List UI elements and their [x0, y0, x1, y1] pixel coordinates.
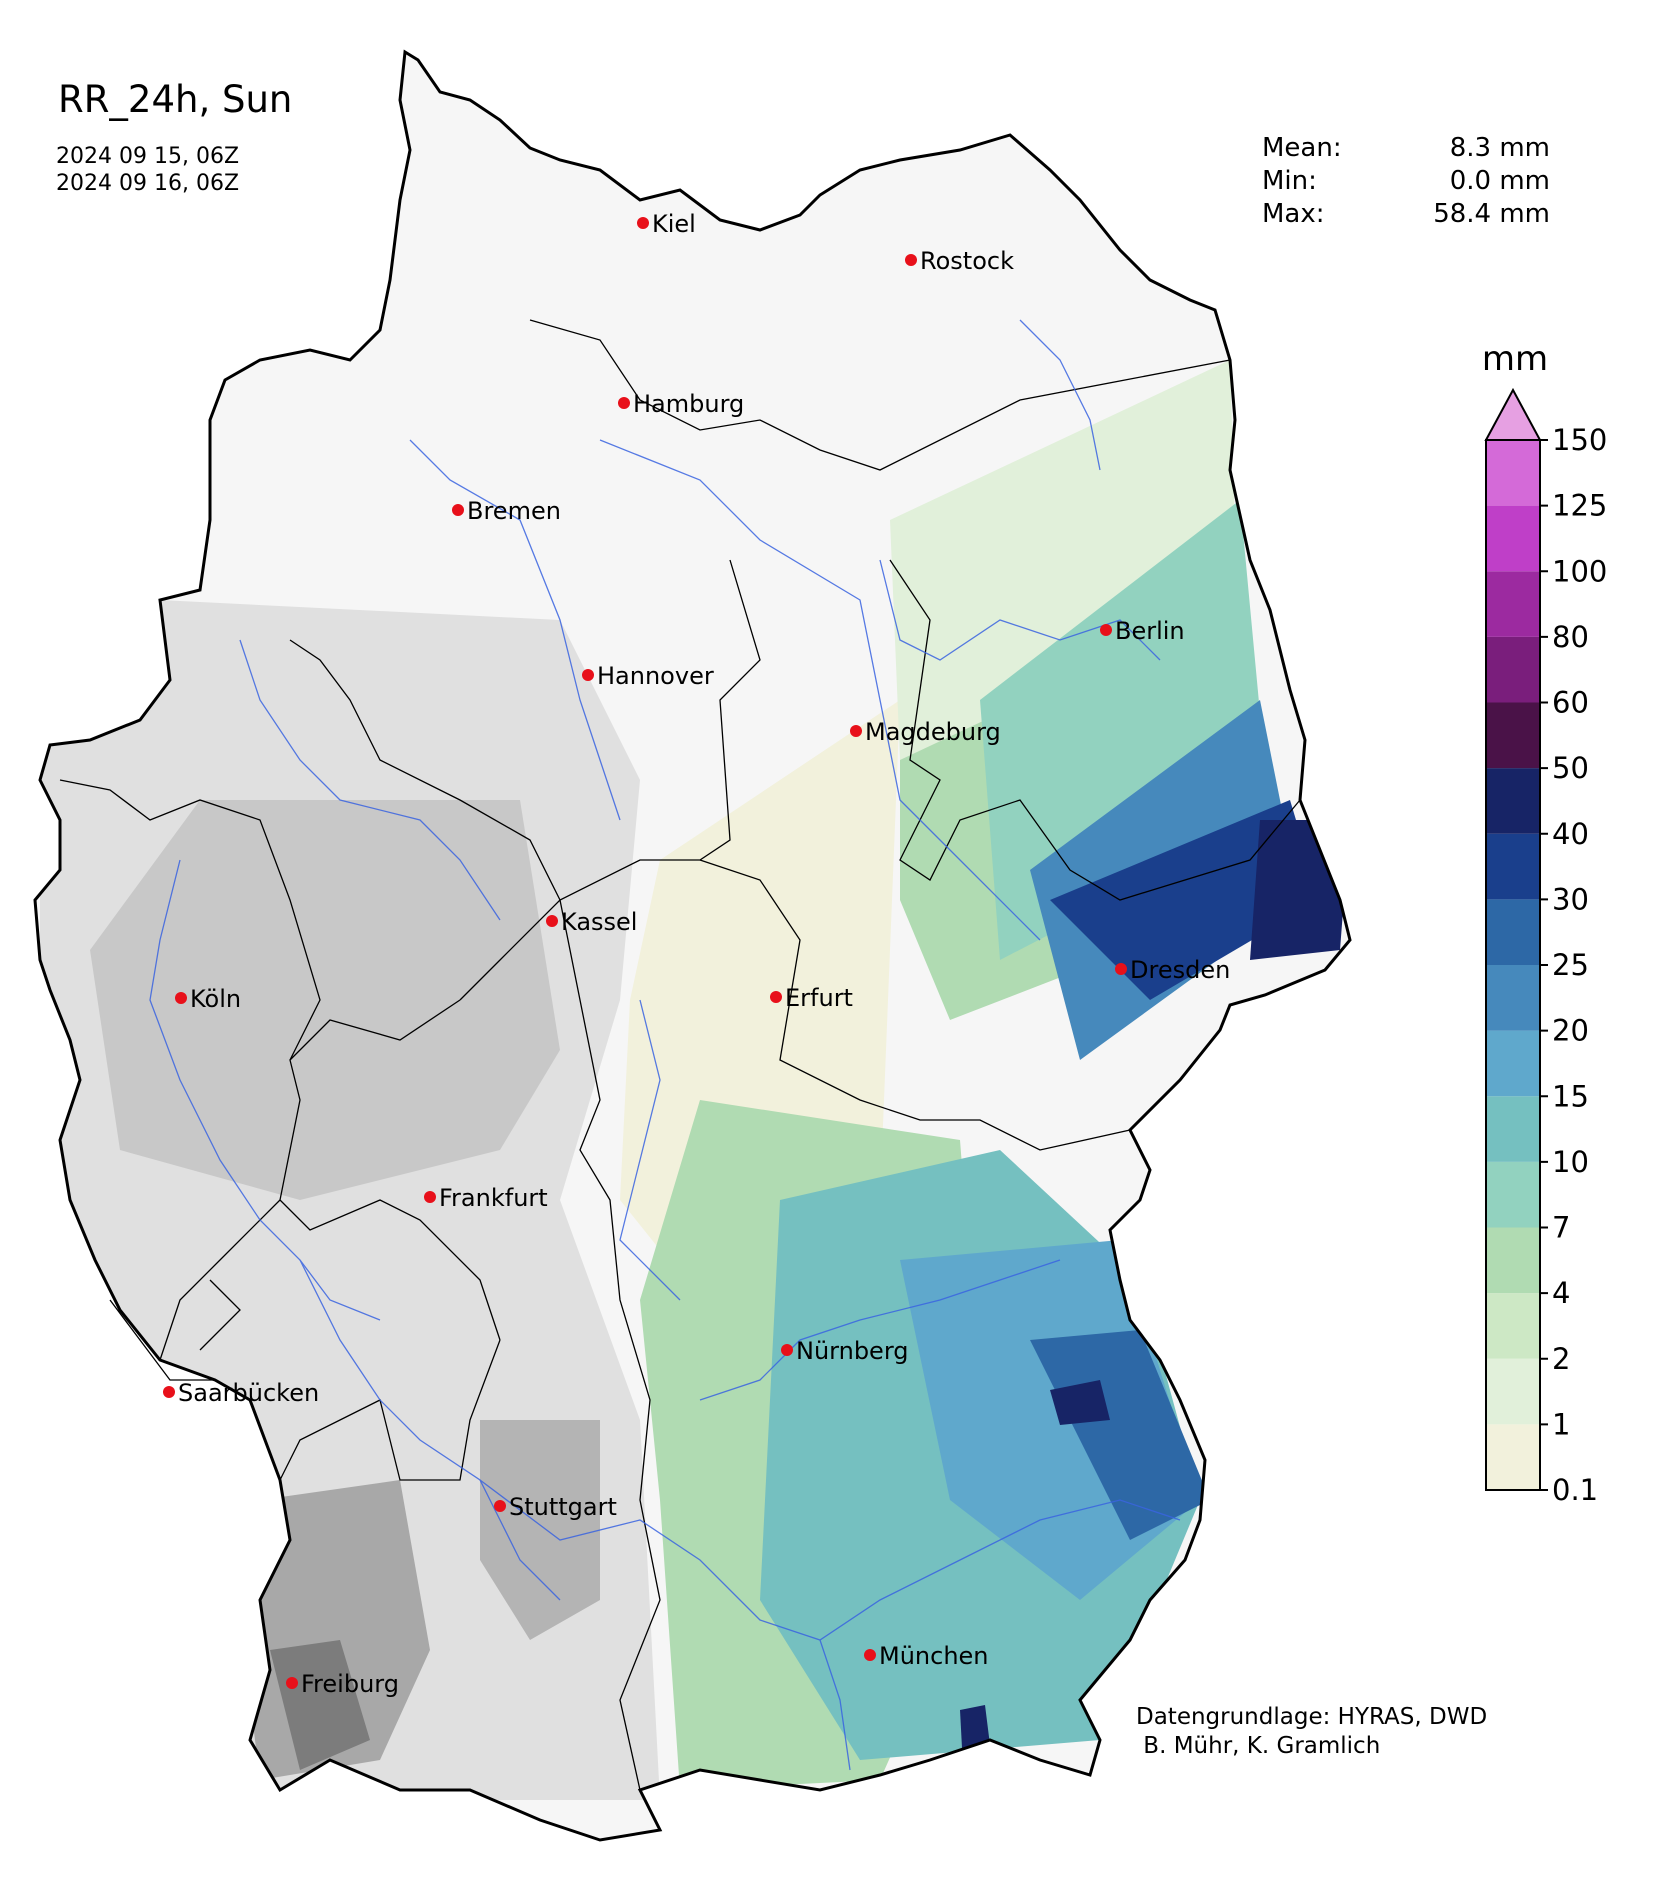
city-label-hamburg: Hamburg: [633, 390, 744, 418]
city-marker-freiburg: [286, 1677, 298, 1689]
city-label-bremen: Bremen: [467, 497, 561, 525]
period-start: 2024 09 15, 06Z: [56, 144, 240, 169]
colorbar-tick-label: 0.1: [1552, 1473, 1598, 1507]
colorbar-tick-label: 10: [1552, 1145, 1589, 1179]
colorbar-segment: [1486, 505, 1540, 572]
city-marker-kassel: [546, 915, 558, 927]
city-marker-nuernberg: [781, 1344, 793, 1356]
rivers: [149, 319, 1181, 1771]
colorbar-segment: [1486, 636, 1540, 703]
credit-line-1: Datengrundlage: HYRAS, DWD: [1136, 1704, 1488, 1730]
city-label-kiel: Kiel: [652, 210, 696, 238]
stat-max-value: 58.4 mm: [1433, 199, 1550, 229]
city-label-magdeburg: Magdeburg: [865, 718, 1001, 746]
city-marker-koeln: [175, 992, 187, 1004]
city-label-nuernberg: Nürnberg: [796, 1337, 909, 1365]
stat-min-value: 0.0 mm: [1449, 166, 1550, 196]
colorbar-tick-label: 50: [1552, 751, 1589, 785]
colorbar: 0.1 1 2 4 7 10 15 20 25 30 40 50 60 80 100 125 150 mm: [1482, 339, 1607, 1507]
colorbar-tick-label: 40: [1552, 817, 1589, 851]
colorbar-tick-label: 25: [1552, 948, 1589, 982]
city-label-frankfurt: Frankfurt: [439, 1184, 548, 1212]
colorbar-tick-label: 4: [1552, 1276, 1570, 1310]
stat-max-label: Max:: [1262, 199, 1325, 229]
city-label-muenchen: München: [879, 1642, 989, 1670]
stat-mean-value: 8.3 mm: [1449, 133, 1550, 163]
city-marker-magdeburg: [850, 725, 862, 737]
city-marker-hannover: [582, 669, 594, 681]
city-marker-muenchen: [864, 1649, 876, 1661]
city-marker-berlin: [1100, 624, 1112, 636]
colorbar-segment: [1486, 1358, 1540, 1425]
stat-mean-label: Mean:: [1262, 133, 1342, 163]
period-end: 2024 09 16, 06Z: [56, 171, 240, 196]
colorbar-segment: [1486, 702, 1540, 769]
city-label-rostock: Rostock: [920, 247, 1014, 275]
state-borders: [59, 319, 1301, 1791]
city-label-saarbruecken: Saarbücken: [178, 1379, 319, 1407]
stat-min-label: Min:: [1262, 166, 1317, 196]
stat-min: Min: 0.0 mm: [1262, 165, 1550, 198]
city-marker-bremen: [452, 504, 464, 516]
city-marker-saarbruecken: [163, 1386, 175, 1398]
colorbar-segment: [1486, 1227, 1540, 1294]
data-credit: Datengrundlage: HYRAS, DWD B. Mühr, K. G…: [1136, 1703, 1487, 1761]
colorbar-segment: [1486, 965, 1540, 1031]
city-label-freiburg: Freiburg: [301, 1670, 399, 1698]
city-label-hannover: Hannover: [597, 662, 714, 690]
city-label-erfurt: Erfurt: [785, 984, 853, 1012]
colorbar-segment: [1486, 1096, 1540, 1162]
colorbar-tick-label: 2: [1552, 1342, 1570, 1376]
colorbar-tick-label: 30: [1552, 882, 1589, 916]
city-marker-erfurt: [770, 991, 782, 1003]
country-border: [33, 49, 1352, 1842]
city-label-koeln: Köln: [190, 985, 241, 1013]
colorbar-segment: [1486, 440, 1540, 506]
colorbar-segment: [1486, 1161, 1540, 1228]
colorbar-tick-label: 80: [1552, 620, 1589, 654]
city-marker-kiel: [637, 217, 649, 229]
map-title: RR_24h, Sun: [58, 78, 293, 121]
colorbar-tick-label: 150: [1552, 423, 1607, 457]
city-label-dresden: Dresden: [1130, 956, 1230, 984]
stat-max: Max: 58.4 mm: [1262, 198, 1550, 231]
city-label-kassel: Kassel: [561, 908, 637, 936]
colorbar-tick-label: 15: [1552, 1079, 1589, 1113]
credit-line-2: B. Mühr, K. Gramlich: [1136, 1733, 1381, 1759]
colorbar-segment: [1486, 899, 1540, 965]
city-label-berlin: Berlin: [1115, 617, 1185, 645]
colorbar-segment: [1486, 571, 1540, 637]
city-marker-frankfurt: [424, 1191, 436, 1203]
city-markers: Kiel Rostock Hamburg Bremen Berlin Hanno…: [163, 210, 1230, 1698]
city-label-stuttgart: Stuttgart: [509, 1493, 617, 1521]
colorbar-extend-arrow: [1484, 387, 1542, 441]
city-marker-rostock: [905, 254, 917, 266]
city-marker-dresden: [1115, 963, 1127, 975]
colorbar-segment: [1486, 768, 1540, 834]
colorbar-tick-label: 60: [1552, 686, 1589, 720]
colorbar-segment: [1486, 1030, 1540, 1097]
colorbar-segment: [1486, 1424, 1540, 1490]
stat-mean: Mean: 8.3 mm: [1262, 132, 1550, 165]
colorbar-tick-label: 1: [1552, 1407, 1570, 1441]
stats-panel: Mean: 8.3 mm Min: 0.0 mm Max: 58.4 mm: [1262, 132, 1550, 231]
colorbar-tick-label: 100: [1552, 554, 1607, 588]
colorbar-tick-label: 7: [1552, 1211, 1570, 1245]
colorbar-tick-label: 125: [1552, 489, 1607, 523]
colorbar-unit: mm: [1482, 339, 1548, 379]
colorbar-tick-label: 20: [1552, 1014, 1589, 1048]
city-marker-stuttgart: [494, 1500, 506, 1512]
city-marker-hamburg: [618, 397, 630, 409]
colorbar-segment: [1486, 1293, 1540, 1359]
colorbar-segment: [1486, 833, 1540, 900]
